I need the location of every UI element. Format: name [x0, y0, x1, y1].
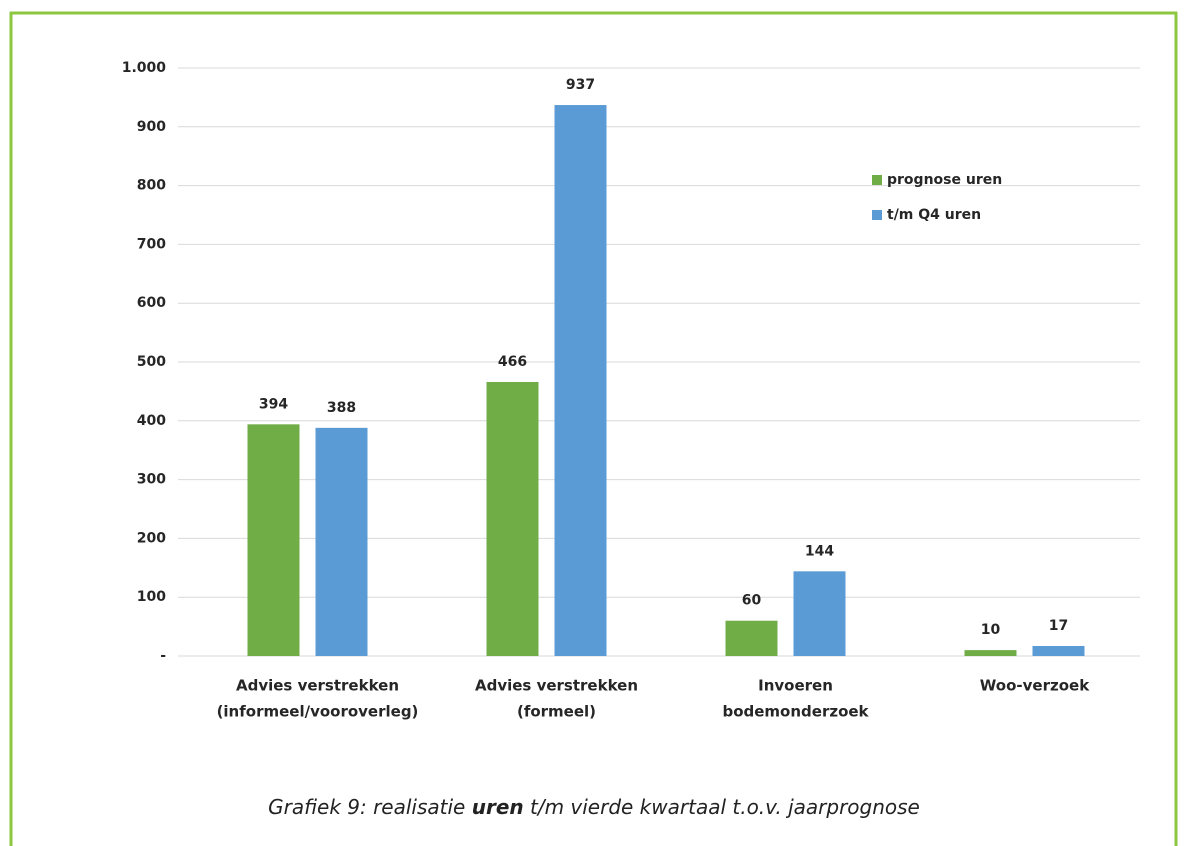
- y-tick-label: 100: [137, 589, 166, 605]
- y-tick-label: 900: [137, 119, 166, 135]
- y-tick-label: -: [160, 648, 166, 664]
- bar: [725, 620, 778, 656]
- data-label: 388: [327, 400, 356, 416]
- x-tick-label: Advies verstrekken: [475, 677, 638, 695]
- y-tick-label: 1.000: [122, 60, 167, 76]
- y-tick-label: 700: [137, 236, 166, 252]
- data-label: 17: [1049, 618, 1068, 634]
- legend-swatch: [872, 175, 882, 185]
- bar: [247, 424, 300, 656]
- y-tick-label: 800: [137, 178, 166, 194]
- bar: [1032, 646, 1085, 656]
- caption-prefix: Grafiek 9: realisatie: [268, 795, 472, 819]
- bar: [964, 650, 1017, 656]
- caption-suffix: t/m vierde kwartaal t.o.v. jaarprognose: [524, 795, 920, 819]
- data-label: 10: [981, 622, 1001, 638]
- y-tick-label: 500: [137, 354, 166, 370]
- caption: Grafiek 9: realisatie uren t/m vierde kw…: [268, 795, 920, 819]
- bar: [554, 105, 607, 656]
- x-tick-label: Woo-verzoek: [980, 677, 1090, 695]
- data-label: 144: [805, 543, 834, 559]
- y-tick-label: 600: [137, 295, 166, 311]
- legend-label: prognose uren: [887, 172, 1002, 188]
- y-tick-label: 300: [137, 472, 166, 488]
- data-label: 60: [742, 593, 762, 609]
- legend-label: t/m Q4 uren: [887, 207, 981, 223]
- x-tick-label: bodemonderzoek: [722, 703, 869, 721]
- caption-bold: uren: [472, 795, 524, 819]
- bar: [315, 427, 368, 656]
- data-label: 937: [566, 77, 595, 93]
- legend-swatch: [872, 210, 882, 220]
- x-tick-label: (formeel): [517, 703, 596, 721]
- data-label: 466: [498, 354, 527, 370]
- x-tick-label: Advies verstrekken: [236, 677, 399, 695]
- y-tick-label: 400: [137, 413, 166, 429]
- x-tick-label: (informeel/vooroverleg): [217, 703, 419, 721]
- y-tick-label: 200: [137, 530, 166, 546]
- bar: [486, 381, 539, 656]
- bar: [793, 571, 846, 656]
- data-label: 394: [259, 396, 288, 412]
- x-tick-label: Invoeren: [758, 677, 833, 695]
